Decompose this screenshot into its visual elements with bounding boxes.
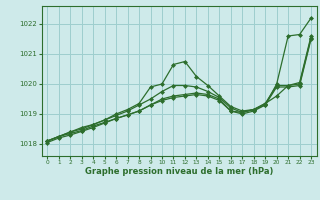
X-axis label: Graphe pression niveau de la mer (hPa): Graphe pression niveau de la mer (hPa) bbox=[85, 167, 273, 176]
